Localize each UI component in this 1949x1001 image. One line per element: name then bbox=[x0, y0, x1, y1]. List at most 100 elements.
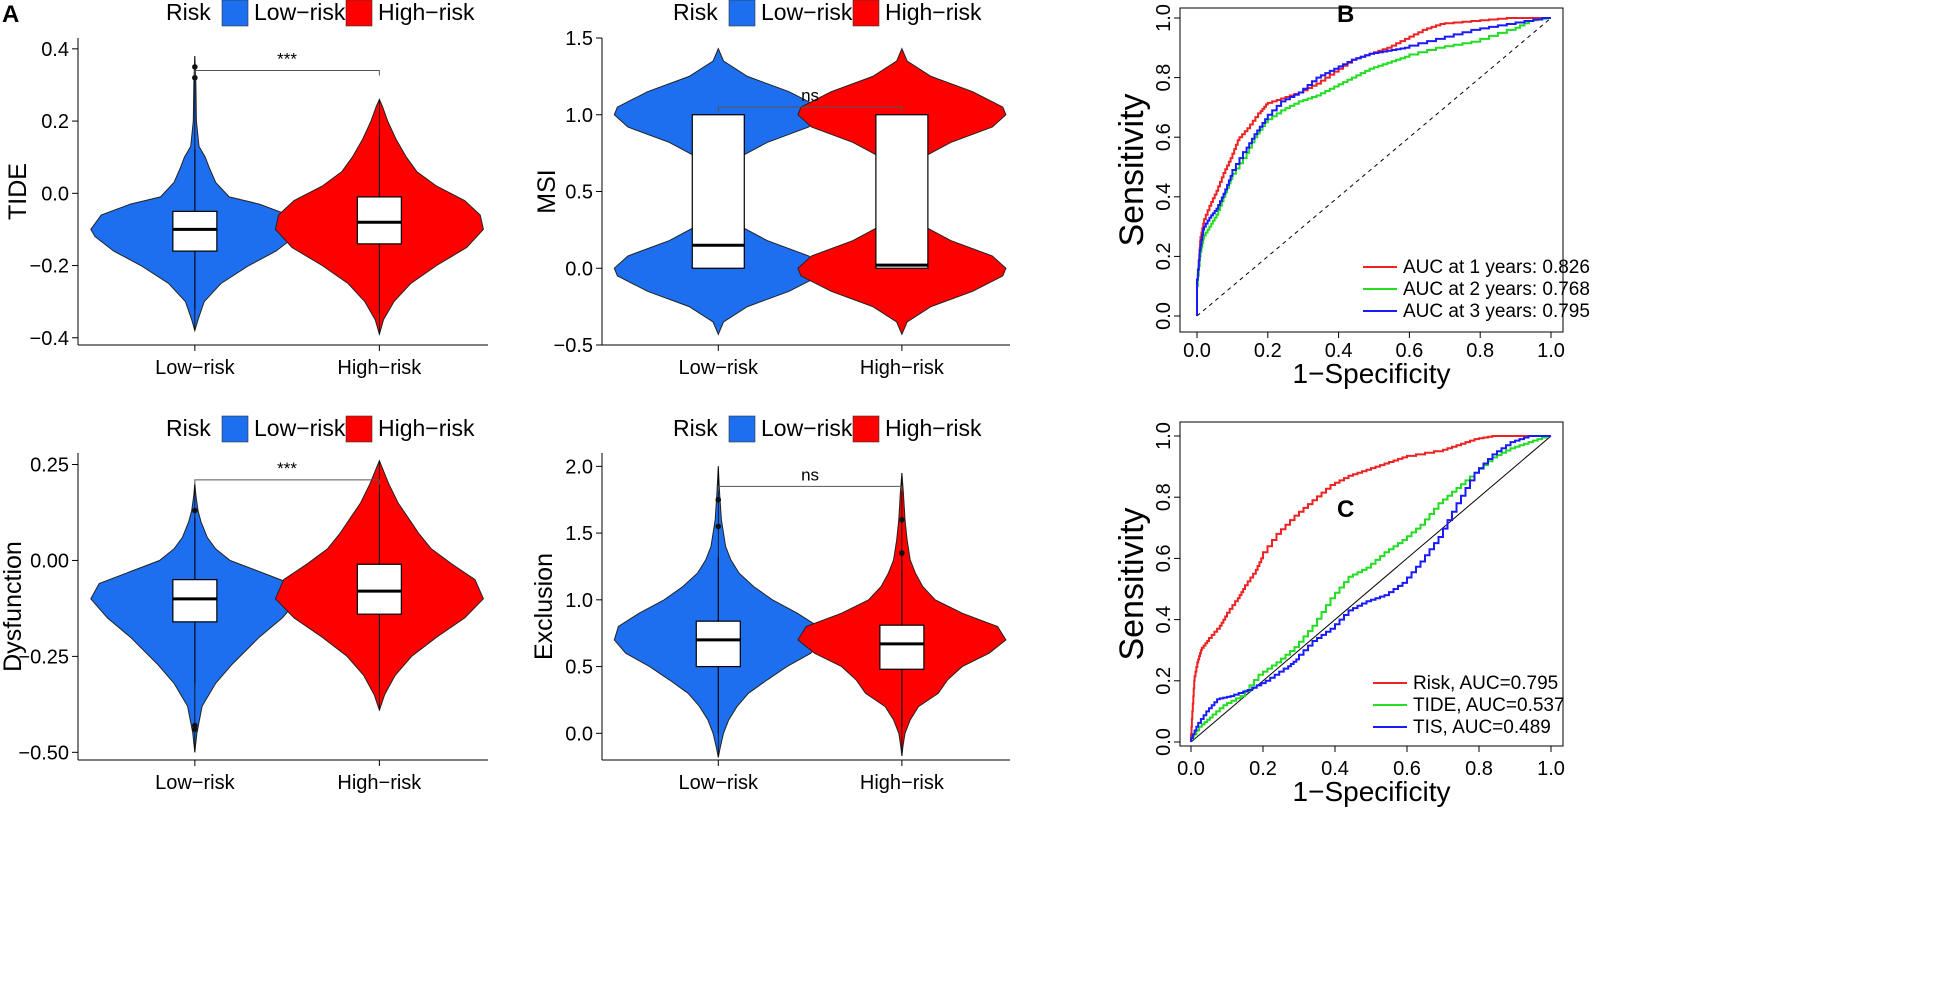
x-tick-label: 0.4 bbox=[1321, 758, 1349, 780]
legend-label-high: High−risk bbox=[885, 0, 982, 25]
violin-chart-exclusion: Risk Low−risk High−risk 0.0 0.5 1.0 1.5 2.0 Excl… bbox=[530, 415, 1010, 794]
legend: Risk Low−risk High−risk bbox=[673, 0, 982, 27]
roc-chart-roc_time: 0.0 0.2 0.4 0.6 0.8 1.0 0.0 0.2 0.4 0.6 0.8 1.0 1−Sp… bbox=[1113, 4, 1590, 389]
box-high bbox=[356, 196, 402, 245]
y-tick-label: 1.0 bbox=[1153, 422, 1175, 450]
significance-label: *** bbox=[277, 50, 297, 69]
significance-label: *** bbox=[277, 459, 297, 478]
y-tick-label: 0.00 bbox=[30, 550, 69, 572]
x-tick-label: 0.2 bbox=[1249, 758, 1277, 780]
legend: Risk Low−risk High−risk bbox=[673, 415, 982, 443]
legend-label-high: High−risk bbox=[885, 415, 982, 441]
x-tick-label: 1.0 bbox=[1537, 340, 1565, 362]
legend: Risk Low−risk High−risk bbox=[166, 0, 475, 27]
legend-swatch-high bbox=[345, 415, 373, 443]
legend-label-low: Low−risk bbox=[254, 0, 346, 25]
x-axis-title: 1−Specificity bbox=[1293, 358, 1451, 389]
legend-swatch-low bbox=[221, 0, 249, 27]
x-tick-label: High−risk bbox=[860, 357, 945, 379]
violin-chart-tide: Risk Low−risk High−risk −0.4 −0.2 0.0 0.2 0.4 TI… bbox=[4, 0, 488, 379]
panel-label-a: A bbox=[2, 1, 19, 28]
legend-swatch-low bbox=[728, 0, 756, 27]
y-tick-label: 0.25 bbox=[30, 455, 69, 477]
x-tick-label: 0.4 bbox=[1325, 340, 1353, 362]
y-tick-label: 0.0 bbox=[565, 258, 593, 280]
y-axis-title: Dysfunction bbox=[0, 541, 27, 672]
box-high bbox=[356, 563, 402, 615]
y-tick-label: −0.5 bbox=[554, 335, 593, 357]
box-low bbox=[695, 620, 741, 668]
legend-label-low: Low−risk bbox=[254, 415, 346, 441]
x-tick-label: Low−risk bbox=[679, 772, 759, 794]
outlier-point bbox=[192, 507, 198, 514]
significance-bracket bbox=[717, 485, 903, 492]
x-axis-title: 1−Specificity bbox=[1293, 776, 1451, 807]
legend-label-blue: TIS, AUC=0.489 bbox=[1413, 717, 1551, 738]
legend-swatch-low bbox=[728, 415, 756, 443]
y-tick-label: 1.5 bbox=[565, 523, 593, 545]
box-low bbox=[172, 210, 218, 252]
y-axis-title: Sensitivity bbox=[1113, 507, 1151, 660]
y-tick-label: 0.4 bbox=[1153, 606, 1175, 634]
y-tick-label: 1.5 bbox=[565, 28, 593, 50]
y-tick-label: 0.6 bbox=[1153, 544, 1175, 572]
legend-label-blue: AUC at 3 years: 0.795 bbox=[1403, 301, 1590, 322]
legend-label-high: High−risk bbox=[378, 415, 475, 441]
y-tick-label: 2.0 bbox=[565, 456, 593, 478]
legend-label-green: TIDE, AUC=0.537 bbox=[1413, 695, 1565, 716]
y-tick-label: −0.4 bbox=[30, 328, 69, 350]
roc-curve-red bbox=[1190, 435, 1551, 742]
legend-title: Risk bbox=[673, 0, 718, 25]
x-tick-label: 0.8 bbox=[1465, 758, 1493, 780]
y-tick-label: 1.0 bbox=[565, 590, 593, 612]
y-tick-label: 0.5 bbox=[565, 657, 593, 679]
legend-label-green: AUC at 2 years: 0.768 bbox=[1403, 279, 1590, 300]
legend-swatch-low bbox=[221, 415, 249, 443]
legend-label-high: High−risk bbox=[378, 0, 475, 25]
panel-label-c: C bbox=[1337, 496, 1354, 523]
outlier-point bbox=[899, 550, 905, 556]
roc-chart-roc_compare: 0.0 0.2 0.4 0.6 0.8 1.0 0.0 0.2 0.4 0.6 0.8 1.0 1−Sp… bbox=[1113, 421, 1565, 807]
y-tick-label: 0.0 bbox=[1153, 728, 1175, 756]
roc-curve-red bbox=[1196, 17, 1551, 316]
y-tick-label: 0.8 bbox=[1153, 64, 1175, 92]
roc-curve-green bbox=[1196, 17, 1551, 316]
y-tick-label: 0.2 bbox=[41, 111, 69, 133]
panel-label-b: B bbox=[1337, 1, 1354, 28]
outlier-point bbox=[192, 722, 198, 729]
legend-label-low: Low−risk bbox=[761, 415, 853, 441]
y-tick-label: 0.0 bbox=[1153, 302, 1175, 330]
legend-label-red: Risk, AUC=0.795 bbox=[1413, 673, 1558, 694]
y-tick-label: −0.2 bbox=[30, 256, 69, 278]
legend-swatch-high bbox=[852, 0, 880, 27]
legend-label-low: Low−risk bbox=[761, 0, 853, 25]
x-tick-label: Low−risk bbox=[155, 357, 235, 379]
box-low bbox=[691, 114, 745, 269]
y-axis-title: MSI bbox=[533, 169, 561, 213]
legend-title: Risk bbox=[673, 415, 718, 441]
outlier-point bbox=[192, 74, 198, 81]
significance-bracket bbox=[194, 70, 380, 76]
x-tick-label: 0.0 bbox=[1183, 340, 1211, 362]
y-axis-title: TIDE bbox=[4, 163, 32, 220]
outlier-point bbox=[715, 496, 722, 503]
plot-frame bbox=[1179, 421, 1564, 747]
x-tick-label: 0.8 bbox=[1466, 340, 1494, 362]
outlier-point bbox=[899, 516, 905, 523]
outlier-point bbox=[715, 523, 722, 530]
y-tick-label: −0.25 bbox=[18, 646, 69, 668]
legend-title: Risk bbox=[166, 0, 211, 25]
x-tick-label: 0.2 bbox=[1254, 340, 1282, 362]
y-axis-title: Exclusion bbox=[530, 553, 558, 660]
y-tick-label: 1.0 bbox=[1153, 4, 1175, 32]
y-tick-label: 0.8 bbox=[1153, 483, 1175, 511]
x-tick-label: High−risk bbox=[337, 357, 422, 379]
legend-swatch-high bbox=[345, 0, 373, 27]
significance-label: ns bbox=[801, 86, 819, 105]
outlier-point bbox=[192, 726, 198, 733]
roc-curve-blue bbox=[1190, 435, 1551, 742]
x-tick-label: High−risk bbox=[860, 772, 945, 794]
roc-curve-blue bbox=[1196, 17, 1551, 316]
x-tick-label: 1.0 bbox=[1537, 758, 1565, 780]
y-tick-label: 0.2 bbox=[1153, 667, 1175, 695]
